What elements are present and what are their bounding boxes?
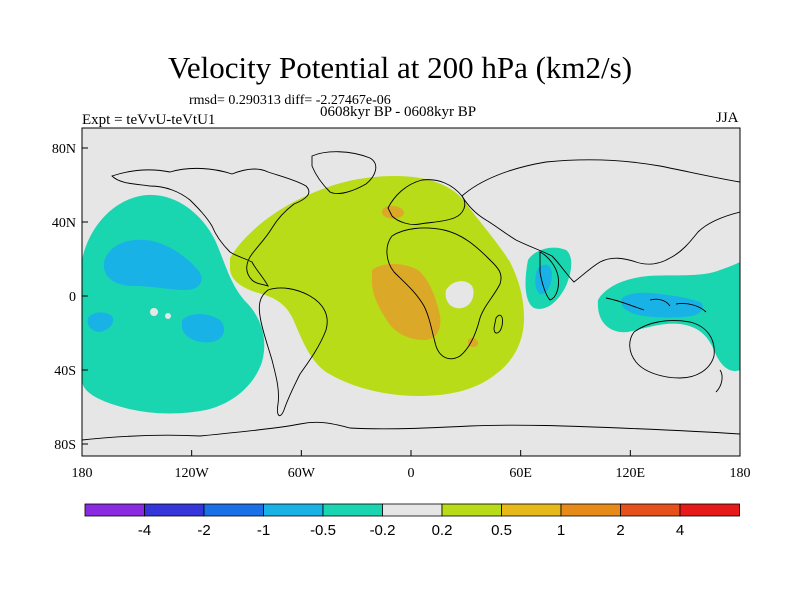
colorbar-label: 0.2 (432, 522, 453, 539)
y-tick-label: 40S (54, 364, 76, 379)
x-tick-label: 120E (616, 466, 646, 481)
map-panel: 180 120W 60W 0 60E 120E 180 80N 40N 0 40S 80S (52, 127, 751, 481)
x-tick-label: 180 (72, 466, 93, 481)
negative-core-west (87, 312, 114, 332)
positive-region-africa-core (372, 264, 441, 340)
colorbar-label: 1 (557, 522, 565, 539)
colorbar-label: -2 (197, 522, 210, 539)
x-tick-label: 60W (288, 466, 316, 481)
colorbar-swatch (679, 503, 740, 517)
negative-core-west-pacific (621, 292, 703, 318)
coast-india (539, 251, 559, 301)
positive-spot-south (468, 337, 478, 347)
coast-madagascar (493, 314, 503, 334)
y-tick-label: 0 (69, 290, 76, 305)
map-ticks: 180 120W 60W 0 60E 120E 180 80N 40N 0 40S 80S (52, 142, 751, 481)
colorbar: -4 -2 -1 -0.5 -0.2 0.2 0.5 1 2 4 (84, 503, 740, 539)
coast-africa (386, 227, 502, 360)
colorbar-label: -4 (138, 522, 151, 539)
negative-core-south (182, 314, 225, 343)
negative-core-north (103, 239, 202, 290)
y-tick-label: 80N (52, 142, 76, 157)
y-tick-label: 80S (54, 438, 76, 453)
coast-europe (387, 179, 466, 225)
experiment-text: Expt = teVvU-teVtU1 (82, 112, 216, 128)
neutral-spot-pacific-2 (165, 313, 171, 319)
coast-north-america (111, 167, 310, 287)
positive-spot-north (381, 205, 404, 219)
colorbar-swatch (560, 503, 621, 517)
colorbar-swatch (203, 503, 264, 517)
negative-core-indian-ocean (535, 264, 552, 295)
coast-south-america (258, 287, 328, 417)
velocity-potential-field (82, 176, 740, 414)
coast-indonesia (605, 297, 707, 313)
x-tick-label: 120W (175, 466, 210, 481)
colorbar-swatch (382, 503, 443, 517)
map-title: Velocity Potential at 200 hPa (km2/s) (167, 50, 633, 85)
x-tick-label: 0 (408, 466, 415, 481)
colorbar-label: 2 (616, 522, 624, 539)
colorbar-label: 0.5 (491, 522, 512, 539)
colorbar-label: -1 (257, 522, 270, 539)
coast-greenland (311, 151, 377, 195)
colorbar-swatch (441, 503, 502, 517)
colorbar-swatch (501, 503, 562, 517)
season-text: JJA (716, 110, 739, 126)
colorbar-swatch (620, 503, 681, 517)
coast-australia (629, 320, 715, 379)
colorbar-swatch (322, 503, 383, 517)
colorbar-label: -0.2 (370, 522, 396, 539)
colorbar-label: -0.5 (310, 522, 336, 539)
colorbar-swatch (263, 503, 324, 517)
period-text: 0608kyr BP - 0608kyr BP (320, 104, 477, 120)
stats-text: rmsd= 0.290313 diff= -2.27467e-06 (189, 93, 391, 108)
colorbar-swatch (84, 503, 145, 517)
y-tick-label: 40N (52, 216, 76, 231)
x-tick-label: 180 (730, 466, 751, 481)
neutral-hole (445, 281, 474, 309)
coastlines (82, 151, 740, 441)
neutral-spot-pacific-1 (150, 308, 158, 316)
coast-new-zealand (715, 369, 723, 393)
colorbar-label: 4 (676, 522, 684, 539)
coast-antarctica (82, 421, 740, 441)
x-tick-label: 60E (509, 466, 532, 481)
coast-asia (461, 159, 740, 283)
colorbar-swatch (144, 503, 205, 517)
